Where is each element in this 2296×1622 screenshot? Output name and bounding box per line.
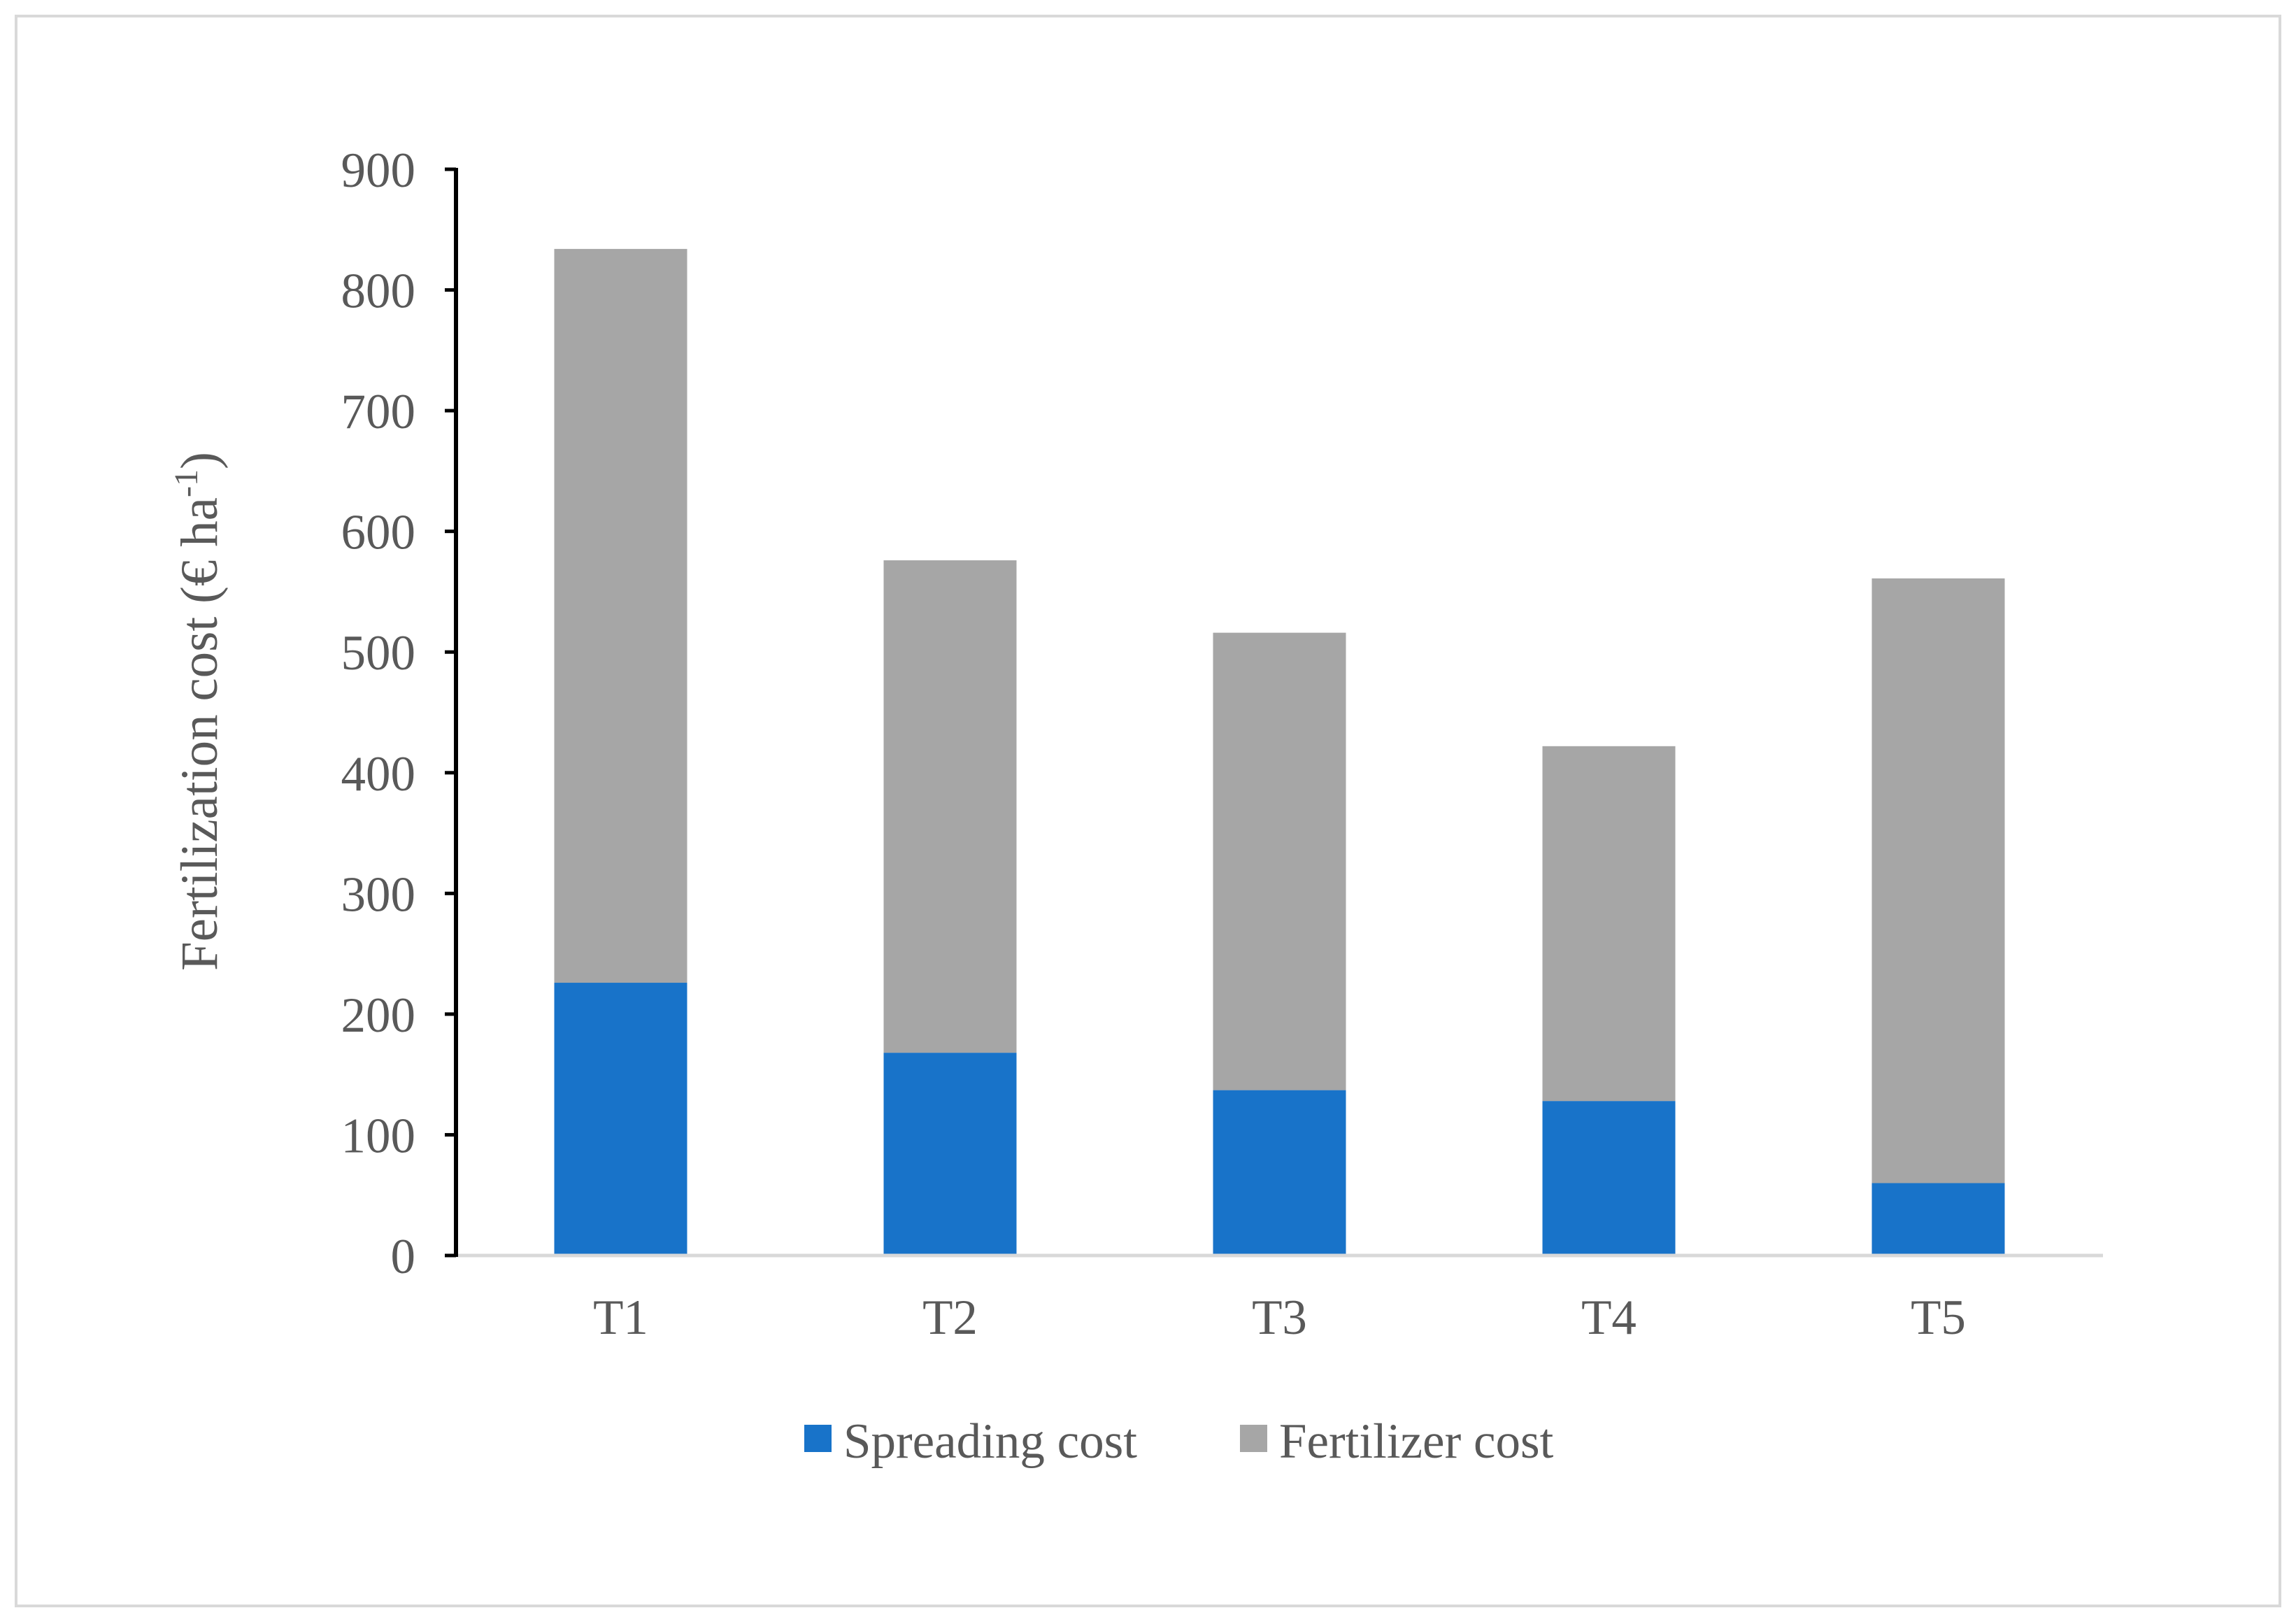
y-tick-label: 100 [341, 1109, 416, 1163]
y-axis-label-suffix: ) [171, 452, 229, 469]
y-axis-label: Fertilization cost (€ ha-1) [168, 452, 229, 971]
x-tick-label: T2 [922, 1290, 978, 1345]
bar-spreading-cost-t5 [1871, 1183, 2005, 1255]
bar-fertilizer-cost-t3 [1213, 632, 1346, 1090]
bars-group [554, 248, 2005, 1255]
y-tick-label: 400 [341, 747, 416, 802]
y-tick-label: 800 [341, 264, 416, 319]
x-tick-label: T3 [1252, 1290, 1307, 1345]
bar-spreading-cost-t3 [1213, 1090, 1346, 1255]
y-tick-label: 300 [341, 867, 416, 922]
legend-label-fertilizer-cost: Fertilizer cost [1279, 1414, 1554, 1469]
y-tick-label: 600 [341, 506, 416, 560]
y-tick-label: 500 [341, 626, 416, 681]
y-tick-label: 0 [391, 1230, 416, 1284]
y-ticks-group: 0 100 200 300 400 500 600 700 800 900 [341, 143, 456, 1284]
legend-swatch-fertilizer-cost [1240, 1425, 1267, 1452]
x-tick-label: T4 [1581, 1290, 1637, 1345]
legend-label-spreading-cost: Spreading cost [843, 1414, 1137, 1469]
bar-spreading-cost-t1 [554, 983, 687, 1255]
y-axis-label-superscript: -1 [168, 469, 205, 497]
bar-fertilizer-cost-t1 [554, 248, 687, 983]
bar-fertilizer-cost-t4 [1542, 746, 1676, 1102]
y-tick-label: 700 [341, 385, 416, 439]
bar-fertilizer-cost-t5 [1871, 578, 2005, 1183]
x-tick-label: T1 [593, 1290, 648, 1345]
legend-swatch-spreading-cost [804, 1425, 832, 1452]
bar-spreading-cost-t4 [1542, 1101, 1676, 1255]
bar-fertilizer-cost-t2 [883, 560, 1017, 1053]
y-tick-label: 900 [341, 143, 416, 198]
x-tick-label: T5 [1911, 1290, 1966, 1345]
y-tick-label: 200 [341, 988, 416, 1043]
x-ticks-group: T1 T2 T3 T4 T5 [593, 1290, 1966, 1345]
bar-spreading-cost-t2 [883, 1053, 1017, 1255]
legend: Spreading cost Fertilizer cost [804, 1414, 1554, 1469]
